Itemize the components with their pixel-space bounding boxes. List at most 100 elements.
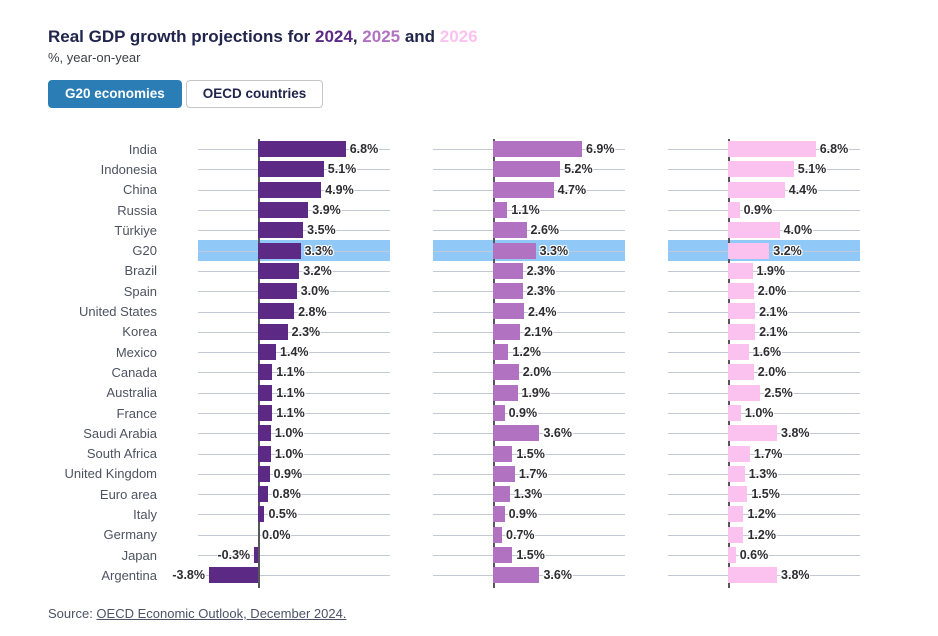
value-label: 1.1% <box>276 406 305 420</box>
bar-2024-China <box>258 181 322 198</box>
chart-row: 2.5% <box>668 383 860 403</box>
gridline <box>198 331 390 333</box>
country-labels-column: India Indonesia China Russia Türkiye G20 Brazi… <box>48 139 198 586</box>
chart-row: 5.1% <box>668 159 860 179</box>
country-label: Argentina <box>101 567 157 583</box>
title-year-2025: 2025 <box>362 27 401 46</box>
value-label: 0.8% <box>272 487 301 502</box>
chart-row: -0.3% <box>198 545 390 565</box>
value-label: 2.3% <box>526 263 556 278</box>
country-label: Saudi Arabia <box>83 425 157 441</box>
value-label: 3.0% <box>300 284 330 299</box>
axis-line <box>728 139 730 588</box>
chart-row: 2.3% <box>433 261 625 281</box>
chart-row: 3.3% <box>198 240 390 261</box>
chart-row: 1.6% <box>668 342 860 362</box>
chart-row: 0.9% <box>433 403 625 423</box>
bar-2026-Argentina <box>728 567 778 584</box>
value-label: 2.4% <box>527 304 557 319</box>
gridline <box>668 413 860 414</box>
chart-row: 1.3% <box>668 464 860 484</box>
bar-2026-Indonesia <box>728 161 794 178</box>
chart-row: 2.0% <box>433 362 625 382</box>
value-label: 2.1% <box>524 324 553 339</box>
bar-2025-Türkiye <box>493 222 527 239</box>
value-label: 6.8% <box>819 142 849 157</box>
chart-row: 1.0% <box>668 403 860 423</box>
country-label: France <box>116 405 157 421</box>
chart-row: 1.0% <box>198 443 390 463</box>
chart-row: 2.1% <box>668 301 860 321</box>
gridline <box>668 372 860 374</box>
gridline <box>198 413 390 414</box>
value-label: 1.0% <box>274 426 304 441</box>
value-label: 2.0% <box>757 365 787 380</box>
value-label: 6.8% <box>349 142 379 157</box>
source-prefix: Source: <box>48 605 97 621</box>
gridline <box>433 494 625 496</box>
value-label: 3.6% <box>543 568 572 583</box>
chart-subtitle: %, year-on-year <box>48 50 141 65</box>
title-separator: and <box>400 27 440 46</box>
country-label: United States <box>78 304 157 320</box>
gridline <box>198 514 390 516</box>
bar-2026-Germany <box>728 526 744 543</box>
country-label: China <box>123 182 157 198</box>
chart-row: 1.1% <box>198 383 390 403</box>
chart-row: 3.8% <box>668 565 860 585</box>
page-title: Real GDP growth projections for 2024, 20… <box>48 26 938 47</box>
value-label: 4.4% <box>788 182 818 197</box>
bar-2024-United Kingdom <box>258 465 270 482</box>
bar-2025-United States <box>493 303 524 320</box>
chart-row: 2.1% <box>668 322 860 342</box>
bar-2025-Euro area <box>493 486 510 503</box>
value-label: 2.6% <box>530 223 560 238</box>
gridline <box>198 453 390 455</box>
chart-row: 1.9% <box>433 383 625 403</box>
bar-2025-China <box>493 181 554 198</box>
gridline <box>198 372 390 374</box>
bar-2025-India <box>493 141 582 158</box>
value-label: 1.9% <box>756 263 786 278</box>
value-label: 1.5% <box>751 487 780 502</box>
bar-2025-Germany <box>493 526 503 543</box>
bar-2024-G20 <box>258 242 301 259</box>
country-label: Japan <box>121 547 157 563</box>
tab-oecd-countries[interactable]: OECD countries <box>185 80 324 108</box>
chart-row: 2.8% <box>198 301 390 321</box>
source-link[interactable]: OECD Economic Outlook, December 2024. <box>96 605 347 621</box>
chart-row: 1.7% <box>433 464 625 484</box>
chart-row: 1.1% <box>198 362 390 382</box>
bar-2025-Italy <box>493 506 505 523</box>
bar-2026-Korea <box>728 323 756 340</box>
bar-2025-Saudi Arabia <box>493 425 540 442</box>
country-label: Russia <box>117 202 157 218</box>
chart-row: 1.5% <box>433 443 625 463</box>
gridline <box>433 413 625 414</box>
country-label: Indonesia <box>100 161 157 177</box>
country-label: Germany <box>103 527 157 543</box>
country-label: Mexico <box>115 344 157 360</box>
chart-row: 4.9% <box>198 180 390 200</box>
gridline <box>198 392 390 394</box>
chart-row: 1.1% <box>433 200 625 220</box>
bar-2026-Mexico <box>728 344 749 361</box>
bar-2025-Mexico <box>493 344 509 361</box>
value-label: 0.9% <box>273 466 303 481</box>
gridline <box>198 433 390 435</box>
tab-g20-economies[interactable]: G20 economies <box>48 80 182 108</box>
gridline <box>198 352 390 354</box>
country-label: Australia <box>106 385 157 401</box>
title-year-2026: 2026 <box>439 27 478 46</box>
value-label: 1.0% <box>274 446 304 461</box>
bar-2024-Russia <box>258 201 309 218</box>
value-label: 3.2% <box>773 243 802 258</box>
bar-2025-Australia <box>493 384 518 401</box>
chart-row: 1.2% <box>433 342 625 362</box>
gridline <box>668 291 860 293</box>
chart-row: 1.3% <box>433 484 625 504</box>
bar-2024-India <box>258 141 346 158</box>
value-label: 5.1% <box>797 162 827 177</box>
bar-2024-Türkiye <box>258 222 304 239</box>
